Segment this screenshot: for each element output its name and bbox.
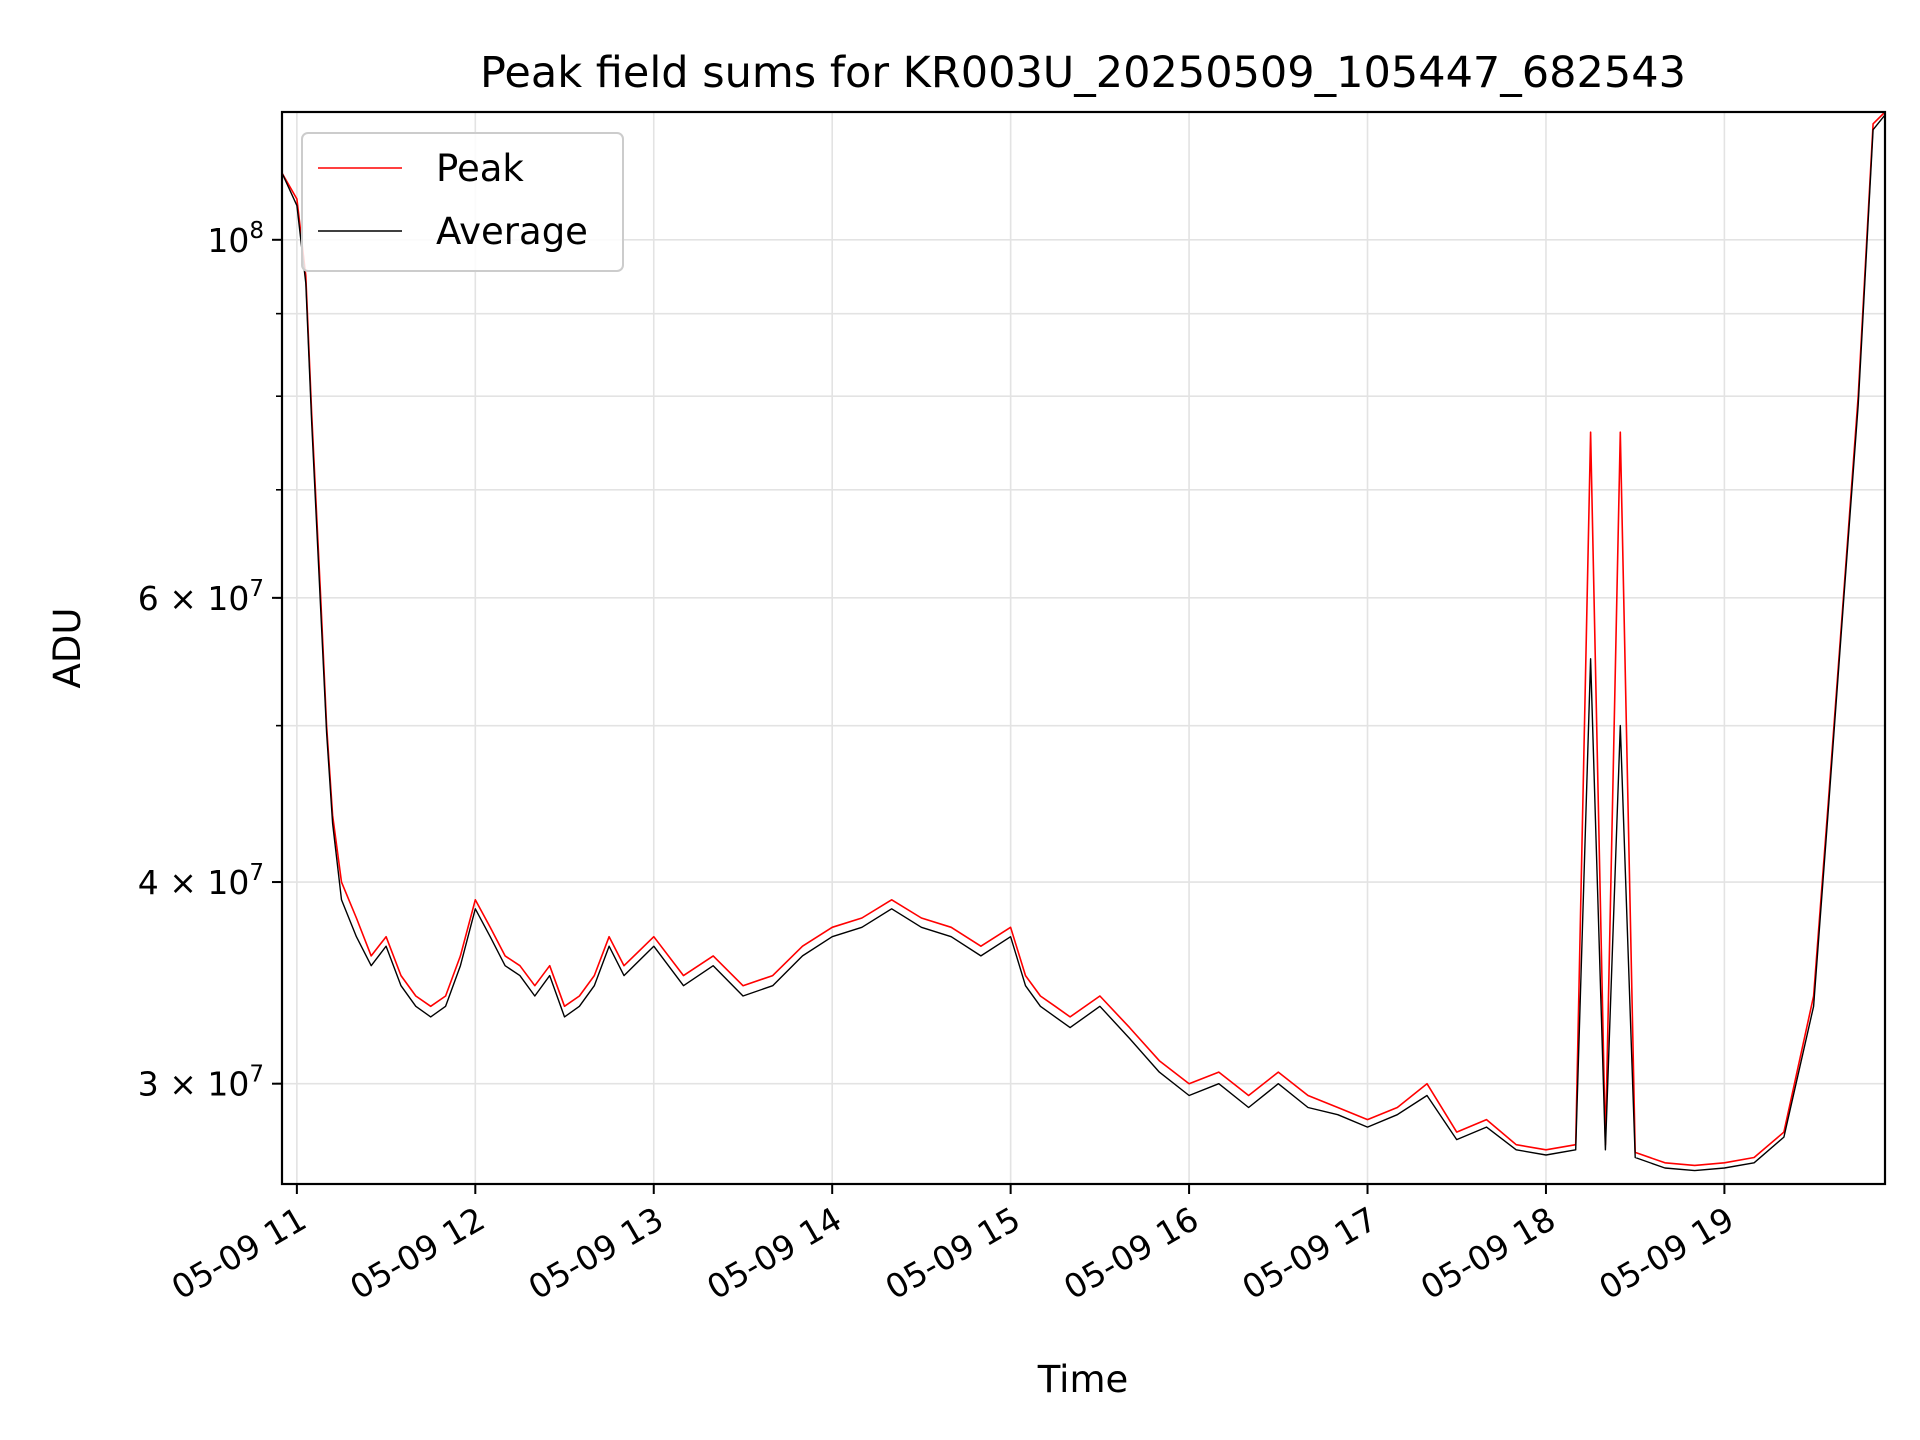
y-tick-label: 3 × 107 (138, 1062, 264, 1104)
y-axis-label: ADU (46, 608, 89, 689)
series-line-average (281, 114, 1886, 1172)
grid-layer (282, 112, 1885, 1184)
series-line-peak (281, 111, 1886, 1167)
y-tick-label: 108 (207, 218, 264, 260)
legend: Peak Average (301, 132, 624, 272)
plot-frame (280, 110, 1887, 1186)
legend-label-peak: Peak (436, 147, 524, 190)
chart-title: Peak field sums for KR003U_20250509_1054… (480, 48, 1686, 98)
y-tick-label: 6 × 107 (138, 576, 264, 618)
y-tick-label: 4 × 107 (138, 860, 264, 902)
x-axis-label: Time (1037, 1358, 1129, 1401)
legend-label-average: Average (436, 210, 588, 253)
series-layer (281, 111, 1886, 1172)
